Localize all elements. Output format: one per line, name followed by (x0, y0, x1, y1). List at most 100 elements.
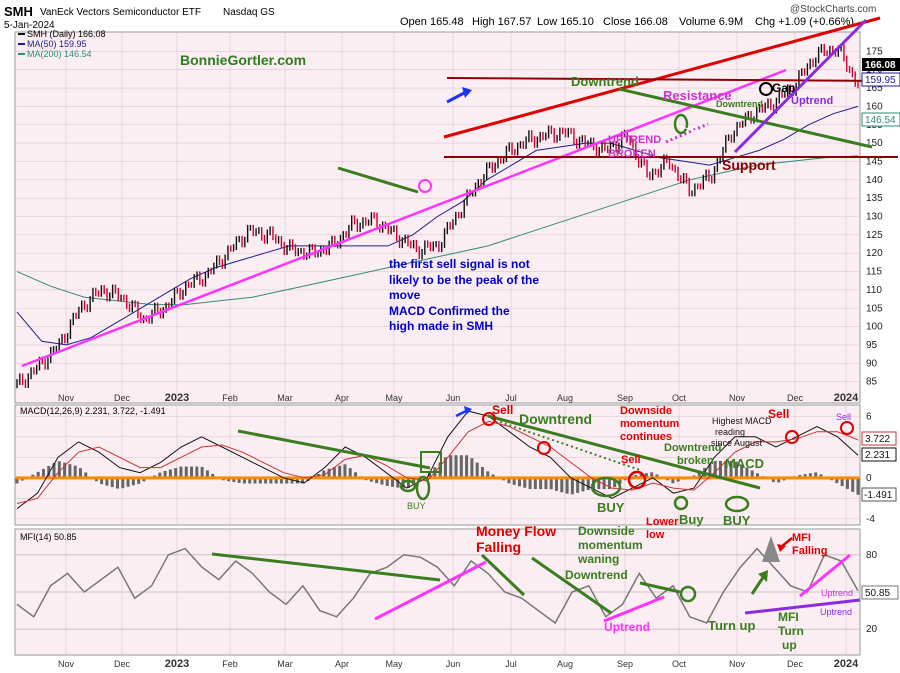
price-bars (16, 43, 859, 389)
x-label: Aug (557, 393, 573, 403)
x-label: Dec (787, 393, 804, 403)
price-tick: 95 (866, 340, 878, 351)
buy-circle-3 (590, 476, 622, 498)
macd-hist-bar (190, 466, 194, 478)
x-label: Apr (335, 659, 349, 669)
macd-hist-bar (274, 477, 278, 484)
macd-hist-bar (232, 477, 236, 483)
legend-ma200: MA(200) 146.54 (27, 49, 92, 59)
x-label: Oct (672, 393, 687, 403)
low-label: Low 165.10 (537, 16, 594, 28)
price-circle-may (418, 179, 432, 193)
x-label: May (385, 393, 403, 403)
x-label: Nov (58, 393, 75, 403)
note-line-4: MACD Confirmed the (389, 304, 510, 318)
macd-hist-bar (523, 477, 527, 488)
macd-hist-bar (168, 469, 172, 478)
macd-box-may (420, 451, 442, 473)
mfi-annotations: Money Flow Falling Downside momentum wan… (20, 523, 899, 652)
macd-hist-bar (375, 477, 379, 484)
macd-hist-bar (63, 462, 67, 478)
ann-uptrend: UPTREND (608, 134, 661, 146)
macd-hist-bar (565, 477, 569, 494)
macd-hist-bar (597, 477, 601, 490)
macd-hist-bar (808, 473, 812, 478)
macd-hist-bar (480, 466, 484, 478)
mfi-ann-downtrend: Downtrend (565, 568, 628, 582)
macd-hist-bar (258, 477, 262, 484)
macd-hist-bar (491, 474, 495, 478)
price-tick: 120 (866, 248, 883, 259)
x-label: Mar (277, 659, 293, 669)
macd-signal-line (16, 420, 859, 504)
x-label: Nov (58, 659, 75, 669)
macd-sell-3: Sell (768, 407, 789, 421)
blue-arrowhead (462, 87, 472, 98)
buy-circle-4 (673, 495, 689, 511)
x-label: 2024 (834, 658, 859, 670)
macd-hist-bar (338, 465, 342, 478)
ann-gap: Gap (772, 81, 795, 95)
price-tick: 140 (866, 175, 883, 186)
macd-hist-bar (73, 465, 77, 478)
macd-hist-bar (115, 477, 119, 489)
macd-hist-bar (396, 477, 400, 488)
macd-hist-bar (544, 477, 548, 490)
ann-downtrend-2: Downtrend (716, 99, 763, 109)
macd-hist-bar (713, 460, 717, 478)
x-label: Sep (617, 393, 633, 403)
mfi-uptrend-2 (603, 595, 665, 623)
legend-ma50: MA(50) 159.95 (27, 39, 87, 49)
macd-hist-bar (856, 477, 860, 495)
macd-hist-bar (708, 464, 712, 478)
sell-circle-3 (627, 470, 647, 490)
macd-hist-bar (52, 463, 56, 478)
x-axis-labels-top: Nov Dec 2023 Feb Mar Apr May Jun Jul Aug Sep Oct Nov… (58, 392, 859, 404)
mfi-ann-mf: Money Flow (476, 523, 556, 539)
mfi-ann-falling: Falling (476, 539, 521, 555)
x-label: Nov (729, 393, 746, 403)
sell-circle-2 (537, 441, 551, 455)
macd-lower-2: low (646, 529, 665, 541)
macd-highest-1: Highest MACD (712, 416, 772, 426)
macd-hist-bar (269, 477, 273, 484)
price-axis: 85 90 95 100 105 110 115 120 125 130 135 140 145 150 1… (866, 46, 883, 387)
price-annotations: BonnieGortler.com Downtrend Resistance D… (180, 52, 833, 333)
macd-annotations: Sell Downtrend Downside momentum continu… (20, 403, 897, 541)
macd-hist-bar (253, 477, 257, 484)
mfi-ann-mfi-turn-3: up (782, 638, 797, 652)
macd-hist-bar (391, 477, 395, 487)
macd-hist-bar (406, 477, 410, 488)
macd-buy-1: BUY (407, 501, 426, 511)
macd-hist-bar (539, 477, 543, 490)
macd-hist-bar (343, 464, 347, 478)
close-label: Close 166.08 (603, 16, 668, 28)
macd-hist-bar (15, 477, 19, 484)
macd-hist-bar (750, 470, 754, 478)
mfi-ann-ds-1: Downside (578, 524, 635, 538)
mfi-tick: 80 (866, 550, 878, 561)
macd-hist-bar (295, 477, 299, 484)
macd-hist-bar (78, 468, 82, 478)
ma50-box-label: 159.95 (865, 75, 896, 86)
price-tick: 145 (866, 156, 883, 167)
mfi-ann-mfi-turn-1: MFI (778, 610, 799, 624)
mfi-value: 50.85 (865, 588, 890, 599)
close-box-label: 166.08 (865, 60, 896, 71)
macd-hist-bar (428, 472, 432, 478)
x-axis-labels-bottom: Nov Dec 2023 Feb Mar Apr May Jun Jul Aug Sep Oct Nov… (58, 658, 859, 670)
volume-label: Volume 6.9M (679, 16, 743, 28)
magenta-uptrend-line (21, 68, 787, 368)
mfi-downtrend-1 (211, 552, 441, 582)
macd-hist-bar (105, 477, 109, 486)
x-label: Oct (672, 659, 687, 669)
mfi-turnup-arrow (750, 575, 766, 595)
macd-downside-3: continues (620, 431, 672, 443)
macd-hist-bar (581, 477, 585, 492)
chart-header: SMH VanEck Vectors Semiconductor ETF Nas… (4, 4, 876, 31)
mfi-ann-mfi: MFI (792, 532, 811, 544)
x-label: Feb (222, 393, 238, 403)
price-tick: 150 (866, 138, 883, 149)
macd-hist-bar (369, 477, 373, 482)
macd-sell-2: Sell (621, 454, 641, 466)
